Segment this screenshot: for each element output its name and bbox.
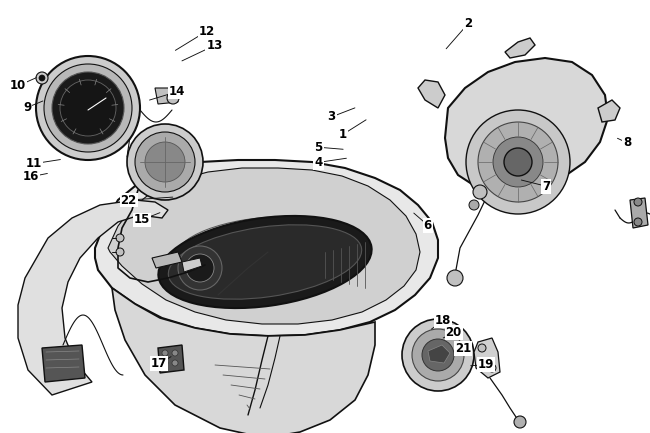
Text: 7: 7 bbox=[542, 180, 550, 193]
Polygon shape bbox=[182, 258, 202, 272]
Text: 14: 14 bbox=[168, 85, 185, 98]
Polygon shape bbox=[598, 100, 620, 122]
Circle shape bbox=[162, 360, 168, 366]
Circle shape bbox=[178, 246, 222, 290]
Circle shape bbox=[36, 72, 48, 84]
Text: 20: 20 bbox=[446, 326, 462, 339]
Text: 8: 8 bbox=[623, 136, 631, 149]
Circle shape bbox=[478, 122, 558, 202]
Text: 6: 6 bbox=[424, 219, 432, 232]
Text: 11: 11 bbox=[25, 157, 42, 170]
Polygon shape bbox=[630, 198, 648, 228]
Ellipse shape bbox=[159, 216, 372, 308]
Text: 13: 13 bbox=[207, 39, 222, 52]
Circle shape bbox=[36, 56, 140, 160]
Text: 16: 16 bbox=[23, 170, 40, 183]
Text: 3: 3 bbox=[328, 110, 335, 123]
Polygon shape bbox=[158, 345, 184, 373]
Text: 5: 5 bbox=[315, 141, 322, 154]
Polygon shape bbox=[95, 160, 438, 336]
Text: 19: 19 bbox=[478, 358, 495, 371]
Text: 12: 12 bbox=[199, 25, 215, 38]
Circle shape bbox=[504, 148, 532, 176]
Polygon shape bbox=[418, 80, 445, 108]
Polygon shape bbox=[108, 168, 420, 324]
Text: 22: 22 bbox=[121, 194, 137, 207]
Text: 2: 2 bbox=[464, 17, 472, 30]
Circle shape bbox=[52, 72, 124, 144]
Circle shape bbox=[412, 329, 464, 381]
Circle shape bbox=[422, 339, 454, 371]
Polygon shape bbox=[155, 88, 178, 104]
Circle shape bbox=[116, 248, 124, 256]
Text: 18: 18 bbox=[435, 314, 452, 327]
Circle shape bbox=[127, 124, 203, 200]
Polygon shape bbox=[505, 38, 535, 58]
Polygon shape bbox=[428, 345, 450, 363]
Ellipse shape bbox=[168, 225, 361, 299]
Circle shape bbox=[172, 360, 178, 366]
Circle shape bbox=[634, 198, 642, 206]
Circle shape bbox=[478, 344, 486, 352]
Circle shape bbox=[60, 80, 116, 136]
Circle shape bbox=[167, 92, 179, 104]
Circle shape bbox=[39, 75, 45, 81]
Text: 21: 21 bbox=[454, 342, 471, 355]
Polygon shape bbox=[445, 58, 608, 192]
Circle shape bbox=[116, 234, 124, 242]
Text: 15: 15 bbox=[133, 213, 150, 226]
Circle shape bbox=[145, 142, 185, 182]
Circle shape bbox=[466, 110, 570, 214]
Text: 1: 1 bbox=[339, 128, 347, 141]
Polygon shape bbox=[42, 345, 85, 382]
Circle shape bbox=[402, 319, 474, 391]
Circle shape bbox=[634, 218, 642, 226]
Circle shape bbox=[447, 270, 463, 286]
Circle shape bbox=[162, 350, 168, 356]
Text: 10: 10 bbox=[10, 79, 26, 92]
Polygon shape bbox=[18, 200, 168, 395]
Circle shape bbox=[44, 64, 132, 152]
Circle shape bbox=[488, 364, 496, 372]
Circle shape bbox=[135, 132, 195, 192]
Polygon shape bbox=[474, 338, 500, 378]
Text: 4: 4 bbox=[315, 156, 322, 169]
Circle shape bbox=[493, 137, 543, 187]
Text: 9: 9 bbox=[23, 101, 31, 114]
Text: 17: 17 bbox=[151, 357, 168, 370]
Circle shape bbox=[172, 350, 178, 356]
Circle shape bbox=[473, 185, 487, 199]
Circle shape bbox=[514, 416, 526, 428]
Circle shape bbox=[469, 200, 479, 210]
Polygon shape bbox=[152, 252, 182, 268]
Polygon shape bbox=[112, 288, 375, 433]
Circle shape bbox=[186, 254, 214, 282]
